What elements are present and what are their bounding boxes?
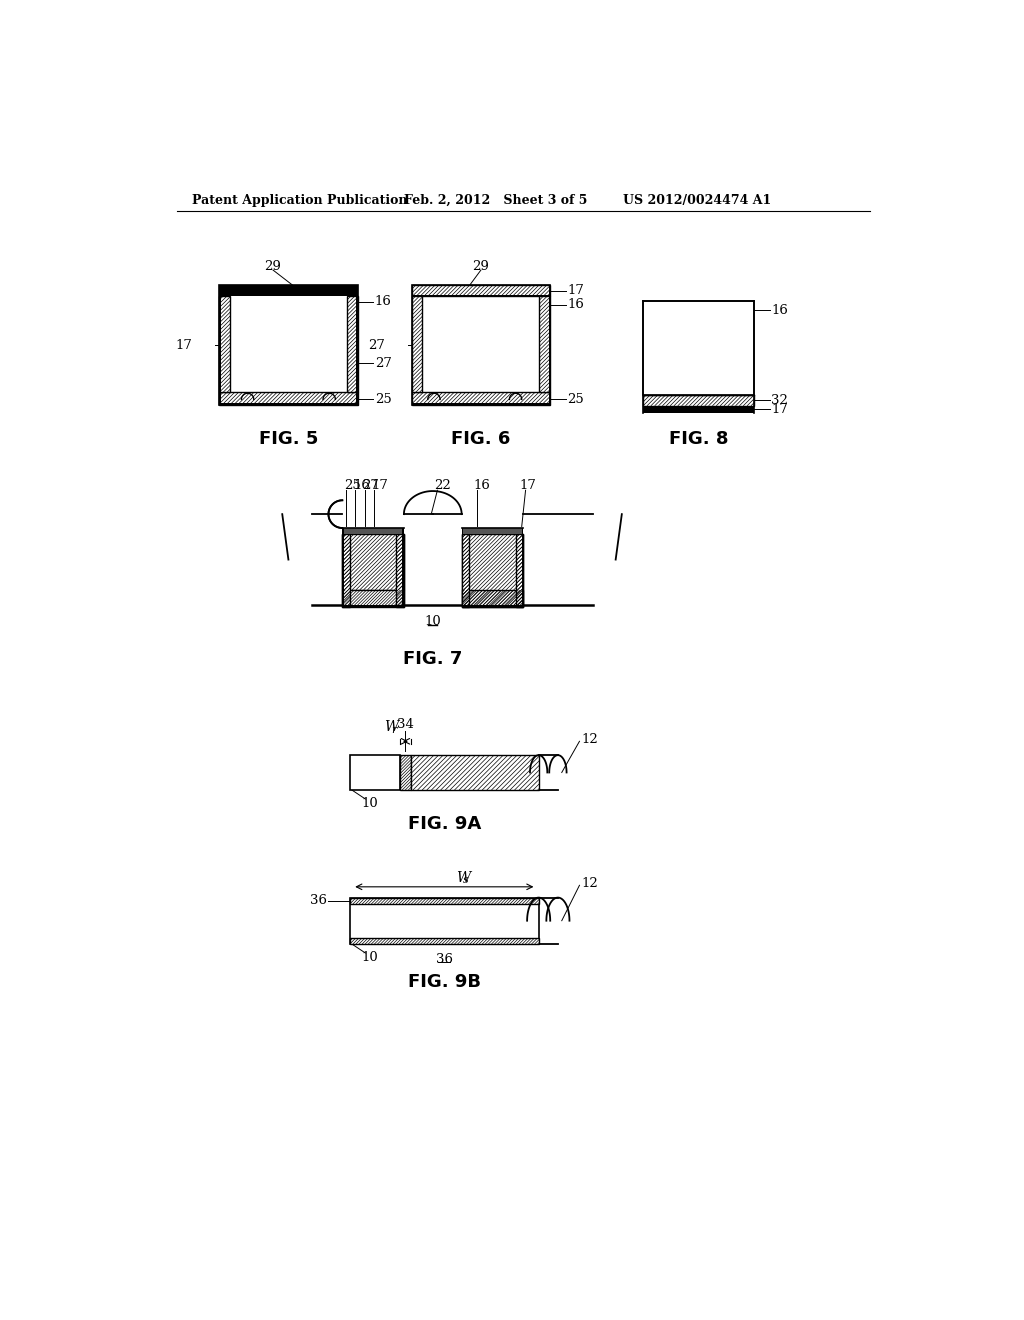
Text: 29: 29 — [264, 260, 282, 273]
Bar — [342, 528, 403, 535]
Text: 27: 27 — [362, 479, 379, 492]
Bar — [350, 898, 539, 944]
Bar — [350, 937, 539, 944]
Bar — [412, 403, 550, 405]
Text: 27: 27 — [368, 339, 385, 351]
Bar — [342, 535, 403, 590]
Text: 16: 16 — [567, 298, 584, 312]
Bar — [412, 285, 550, 296]
Bar — [350, 898, 539, 904]
Bar — [219, 285, 357, 405]
Bar — [462, 535, 469, 607]
Bar — [219, 392, 357, 405]
Text: 32: 32 — [771, 393, 788, 407]
Bar — [396, 535, 403, 607]
Bar — [400, 755, 411, 789]
Text: 16: 16 — [771, 304, 788, 317]
Bar — [549, 285, 550, 405]
Text: FIG. 9A: FIG. 9A — [408, 816, 481, 833]
Text: US 2012/0024474 A1: US 2012/0024474 A1 — [624, 194, 772, 207]
Text: 17: 17 — [372, 479, 388, 492]
Bar — [540, 296, 550, 392]
Bar — [462, 605, 523, 607]
Text: s: s — [463, 875, 469, 884]
Bar — [462, 528, 523, 535]
Bar — [219, 285, 220, 405]
Text: FIG. 9B: FIG. 9B — [408, 973, 481, 991]
Bar — [412, 294, 550, 296]
Text: FIG. 7: FIG. 7 — [403, 649, 463, 668]
Bar — [347, 296, 357, 392]
Bar — [342, 590, 403, 607]
Text: 25: 25 — [567, 393, 584, 407]
Text: 36: 36 — [310, 894, 327, 907]
Text: 10: 10 — [361, 952, 378, 964]
Text: 16: 16 — [375, 296, 391, 308]
Bar — [342, 528, 350, 607]
Text: 17: 17 — [519, 479, 537, 492]
Bar — [643, 301, 755, 395]
Bar — [412, 296, 422, 392]
Text: 36: 36 — [436, 953, 453, 966]
Bar — [402, 528, 403, 607]
Text: 16: 16 — [353, 479, 370, 492]
Bar — [462, 535, 523, 607]
Text: 25: 25 — [375, 393, 391, 407]
Text: 12: 12 — [581, 733, 598, 746]
Bar — [342, 605, 403, 607]
Text: FIG. 5: FIG. 5 — [259, 430, 318, 449]
Text: 27: 27 — [375, 356, 391, 370]
Bar — [412, 285, 550, 405]
Bar — [412, 285, 413, 405]
Text: 25: 25 — [344, 479, 360, 492]
Text: 17: 17 — [567, 284, 584, 297]
Bar — [643, 405, 755, 412]
Bar — [356, 285, 357, 405]
Text: Feb. 2, 2012   Sheet 3 of 5: Feb. 2, 2012 Sheet 3 of 5 — [403, 194, 588, 207]
Text: 34: 34 — [397, 718, 414, 731]
Text: 22: 22 — [434, 479, 452, 492]
Text: FIG. 8: FIG. 8 — [669, 430, 728, 449]
Bar — [521, 528, 523, 607]
Bar — [219, 403, 357, 405]
Bar — [219, 296, 230, 392]
Text: 12: 12 — [581, 878, 598, 890]
Bar — [411, 755, 539, 789]
Text: 16: 16 — [473, 479, 490, 492]
Text: FIG. 6: FIG. 6 — [452, 430, 511, 449]
Text: Patent Application Publication: Patent Application Publication — [193, 194, 408, 207]
Text: 17: 17 — [175, 339, 193, 351]
Text: W: W — [384, 721, 398, 734]
Text: r: r — [391, 725, 396, 735]
Text: 17: 17 — [771, 403, 788, 416]
Text: 29: 29 — [472, 260, 489, 273]
Bar — [342, 535, 350, 607]
Text: W: W — [456, 871, 470, 884]
Bar — [643, 395, 755, 405]
Text: 10: 10 — [361, 797, 378, 810]
Bar — [412, 392, 550, 405]
Bar — [219, 285, 357, 296]
Bar — [342, 528, 344, 607]
Text: 10: 10 — [424, 615, 441, 628]
Bar — [462, 528, 463, 607]
Bar — [515, 535, 523, 607]
Bar — [462, 590, 523, 607]
Bar — [350, 755, 400, 789]
Bar — [396, 535, 403, 607]
